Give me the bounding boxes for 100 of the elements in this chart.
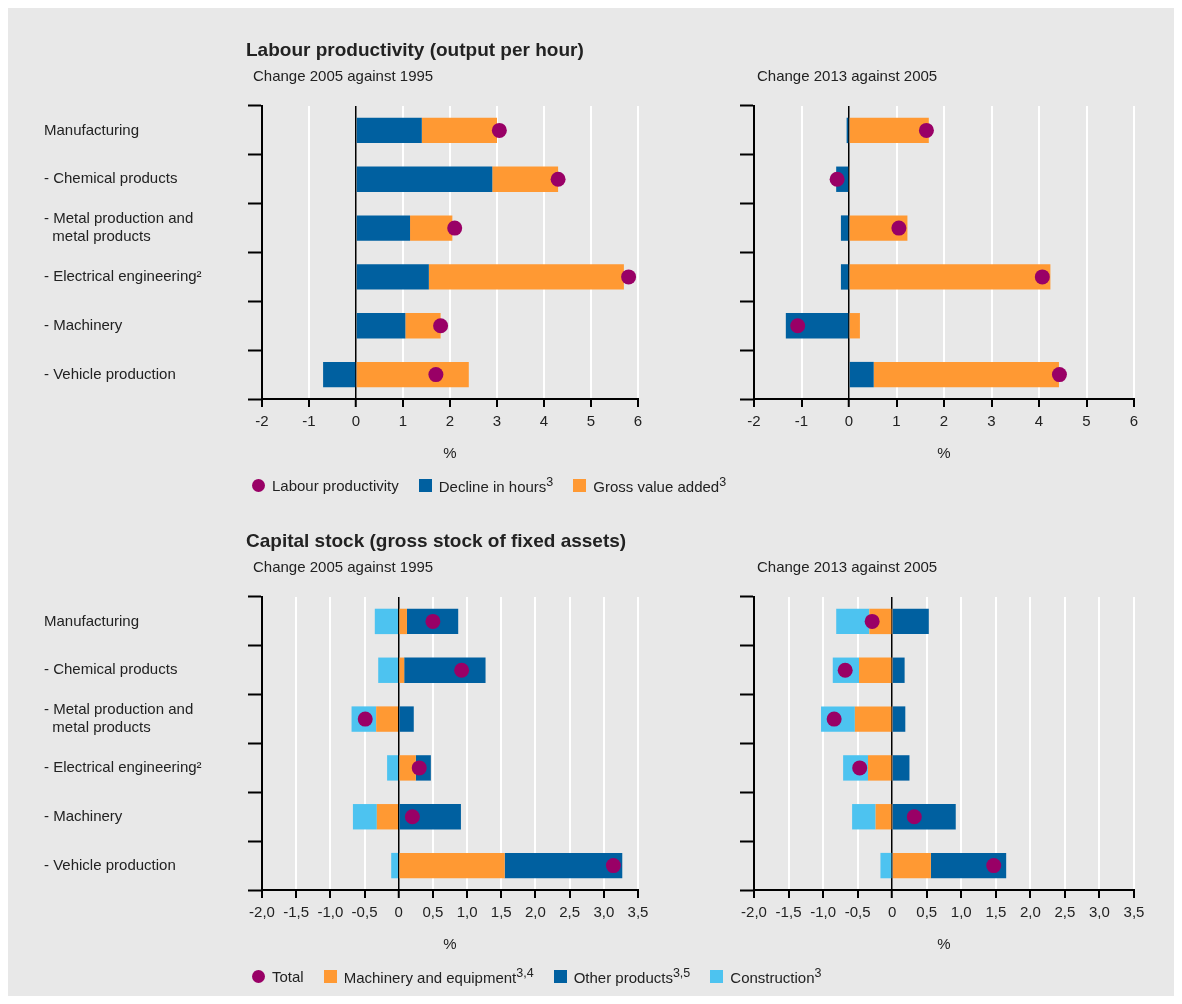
point [454, 662, 470, 678]
x-tick-label: -1 [302, 412, 316, 430]
bar [849, 361, 874, 388]
chart-subtitle: Change 2005 against 1995 [253, 558, 434, 575]
y-tick-label: - Vehicle production [44, 855, 176, 873]
legend-label: Decline in hours$^{3}$ [438, 475, 554, 495]
bar [356, 117, 422, 144]
x-tick-label: 2,0 [525, 903, 546, 921]
point [491, 122, 507, 138]
bar [387, 755, 398, 781]
chart-subtitle: Change 2013 against 2005 [756, 557, 939, 577]
point [986, 858, 1002, 874]
bar [421, 117, 497, 144]
x-tick-label: 3,5 [1123, 903, 1145, 921]
bar [892, 706, 906, 732]
x-tick-label: 3,0 [593, 903, 615, 921]
x-tick-label: 1 [892, 412, 901, 430]
bar [376, 804, 398, 830]
x-tick-label: 2,0 [1019, 903, 1041, 921]
bar [849, 117, 929, 144]
x-tick-label: 0 [888, 903, 897, 921]
bar [840, 215, 849, 241]
x-tick-label: -2 [747, 412, 761, 430]
bar [873, 361, 1059, 388]
y-tick-label: - Electrical engineering² [44, 267, 202, 285]
legend-label: Gross value added$^{3}$ [593, 475, 727, 495]
x-tick-label: -0,5 [351, 903, 378, 921]
y-tick-label: - Chemical products [44, 660, 178, 678]
point [411, 760, 427, 776]
chart-title: Labour productivity (output per hour) [245, 38, 585, 62]
bar [849, 313, 860, 339]
bar [323, 361, 356, 388]
bar [504, 852, 623, 879]
x-tick-label: -2,0 [741, 903, 767, 921]
x-tick-label: 2 [445, 412, 455, 430]
x-tick-label: -1,0 [810, 903, 837, 921]
x-tick-label: 0 [351, 412, 361, 430]
x-tick-label: 1,0 [456, 903, 478, 921]
x-tick-label: -1,0 [317, 903, 344, 921]
bar [854, 706, 892, 732]
bar [880, 852, 892, 879]
y-tick-label: - Metal production and metal products [44, 209, 194, 245]
x-tick-label: 2,5 [1054, 903, 1076, 921]
chart-title: Capital stock (gross stock of fixed assets) [245, 529, 628, 553]
x-axis-title: % [937, 444, 951, 462]
x-axis-title: % [443, 935, 457, 953]
point [829, 171, 845, 187]
legend-label: Construction$^{3}$ [730, 966, 822, 986]
x-tick-label: 1 [398, 412, 408, 430]
bar [892, 657, 905, 683]
x-tick-label: 6 [633, 412, 643, 430]
point [1034, 269, 1050, 285]
bar [356, 361, 469, 388]
x-tick-label: 0,5 [422, 903, 444, 921]
y-tick-label: - Machinery [44, 806, 123, 824]
bar [399, 706, 414, 732]
x-tick-label: 3,0 [1089, 903, 1110, 921]
x-tick-label: 0 [394, 903, 403, 921]
x-tick-label: -2 [255, 412, 269, 430]
x-axis-title: % [443, 444, 457, 462]
point [864, 613, 880, 629]
y-tick-label: - Metal production and metal products [44, 700, 194, 736]
x-tick-label: 2 [939, 412, 949, 430]
bar [356, 215, 411, 241]
x-tick-label: 1,0 [950, 903, 972, 921]
point [404, 809, 420, 825]
bar [378, 657, 398, 683]
point [790, 318, 806, 334]
x-tick-label: -1,5 [283, 903, 310, 921]
point [605, 858, 621, 874]
bar [399, 852, 505, 879]
point [891, 220, 907, 236]
bar [410, 215, 453, 241]
x-tick-label: -0,5 [844, 903, 871, 921]
y-tick-label: - Chemical products [44, 169, 178, 187]
bar [859, 657, 892, 683]
x-tick-label: 1,5 [490, 903, 512, 921]
y-tick-label: - Machinery [44, 315, 123, 333]
point [550, 171, 566, 187]
x-tick-label: 5 [586, 412, 596, 430]
bar [405, 313, 441, 339]
bar [428, 264, 624, 290]
point [1051, 367, 1067, 383]
y-tick-label: - Vehicle production [44, 364, 176, 382]
point [621, 269, 637, 285]
bar [391, 852, 398, 879]
point [433, 318, 449, 334]
x-tick-label: 4 [1034, 412, 1044, 430]
point [918, 122, 934, 138]
x-tick-label: 3 [492, 412, 502, 430]
bar [374, 608, 398, 635]
x-tick-label: 3,5 [627, 903, 649, 921]
bar [399, 657, 405, 683]
bar [356, 166, 493, 192]
bar [492, 166, 559, 192]
bar [892, 608, 929, 635]
point [906, 809, 922, 825]
bar [840, 264, 849, 290]
bar [836, 608, 870, 635]
bar [930, 852, 1007, 879]
